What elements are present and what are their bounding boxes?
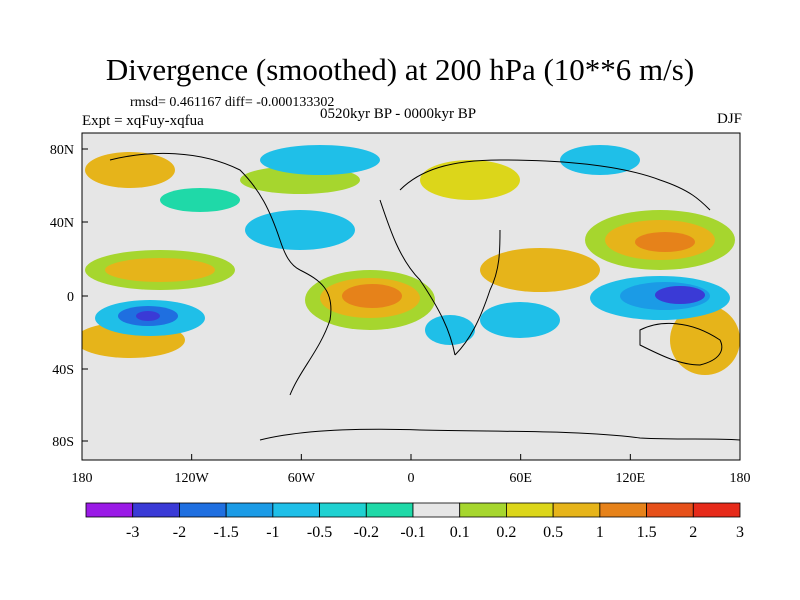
colorbar-label: 0.1 — [450, 524, 470, 541]
coastlines — [109, 152, 740, 441]
colorbar-label: 2 — [689, 524, 697, 541]
field-patch — [420, 160, 520, 200]
colorbar-swatch — [132, 502, 180, 518]
colorbar-swatch — [319, 502, 367, 518]
field-patch — [136, 311, 160, 321]
x-tick-label: 60E — [509, 471, 532, 486]
x-axis: 180 120W 60W 0 60E 120E 180 — [72, 454, 751, 486]
season-label: DJF — [716, 111, 742, 127]
africa-east-coast — [454, 229, 501, 356]
colorbar-swatch — [412, 502, 461, 518]
period-label: 0520kyr BP - 0000kyr BP — [320, 106, 477, 122]
field-patch — [85, 152, 175, 188]
colorbar-swatch — [646, 502, 694, 518]
field-patch — [480, 302, 560, 338]
x-tick-label: 120E — [616, 471, 646, 486]
colorbar-swatch — [692, 502, 741, 518]
colorbar-swatch — [85, 502, 134, 518]
x-tick-label: 60W — [288, 471, 316, 486]
y-axis: 80N 40N 0 40S 80S — [50, 143, 88, 450]
chart-title: Divergence (smoothed) at 200 hPa (10**6 … — [105, 52, 695, 87]
south-america-coast — [289, 269, 332, 396]
colorbar-label: -0.1 — [400, 524, 425, 541]
field-patch — [635, 232, 695, 252]
north-america-coast — [109, 152, 301, 271]
rmsd-stats: rmsd= 0.461167 diff= -0.000133302 — [130, 95, 335, 110]
colorbar-swatch — [552, 502, 601, 518]
experiment-label: Expt = xqFuy-xqfua — [82, 113, 204, 129]
y-tick-label: 80N — [50, 143, 74, 158]
australia-coast — [639, 322, 723, 366]
colorbar-label: 1.5 — [637, 524, 657, 541]
field-patch — [245, 210, 355, 250]
field-patch — [260, 145, 380, 175]
colorbar-swatch — [365, 502, 414, 518]
colorbar-label: -1.5 — [213, 524, 238, 541]
x-tick-label: 180 — [730, 471, 751, 486]
field-patch — [342, 284, 402, 308]
colorbar-label: -1 — [266, 524, 279, 541]
colorbar-label: 3 — [736, 524, 744, 541]
colorbar-swatch — [506, 502, 554, 518]
colorbar-swatch — [272, 502, 320, 518]
colorbar-swatch — [225, 502, 274, 518]
x-tick-label: 120W — [175, 471, 210, 486]
colorbar: -3 -2 -1.5 -1 -0.5 -0.2 -0.1 0.1 0.2 0.5 1 1.5 2 3 — [85, 502, 744, 541]
antarctica-coast — [259, 428, 740, 441]
colorbar-label: 0.2 — [496, 524, 516, 541]
africa-west-coast — [379, 199, 456, 356]
y-tick-label: 80S — [52, 435, 74, 450]
y-tick-label: 40S — [52, 363, 74, 378]
colorbar-label: -0.2 — [354, 524, 379, 541]
field-patch — [160, 188, 240, 212]
y-tick-label: 0 — [67, 290, 74, 305]
colorbar-label: 0.5 — [543, 524, 563, 541]
field-patch — [560, 145, 640, 175]
field-patch — [105, 258, 215, 282]
field-patch — [425, 315, 475, 345]
colorbar-label: -3 — [126, 524, 139, 541]
colorbar-swatch — [459, 502, 507, 518]
field-patch — [480, 248, 600, 292]
x-tick-label: 0 — [408, 471, 415, 486]
colorbar-label: 1 — [596, 524, 604, 541]
x-tick-label: 180 — [72, 471, 93, 486]
map-field — [82, 133, 740, 460]
colorbar-swatch — [599, 502, 647, 518]
y-tick-label: 40N — [50, 216, 74, 231]
colorbar-label: -0.5 — [307, 524, 332, 541]
colorbar-label: -2 — [173, 524, 186, 541]
field-patch — [655, 286, 705, 304]
field-patch — [670, 305, 740, 375]
colorbar-swatch — [179, 502, 227, 518]
eurasia-coast — [399, 159, 711, 211]
